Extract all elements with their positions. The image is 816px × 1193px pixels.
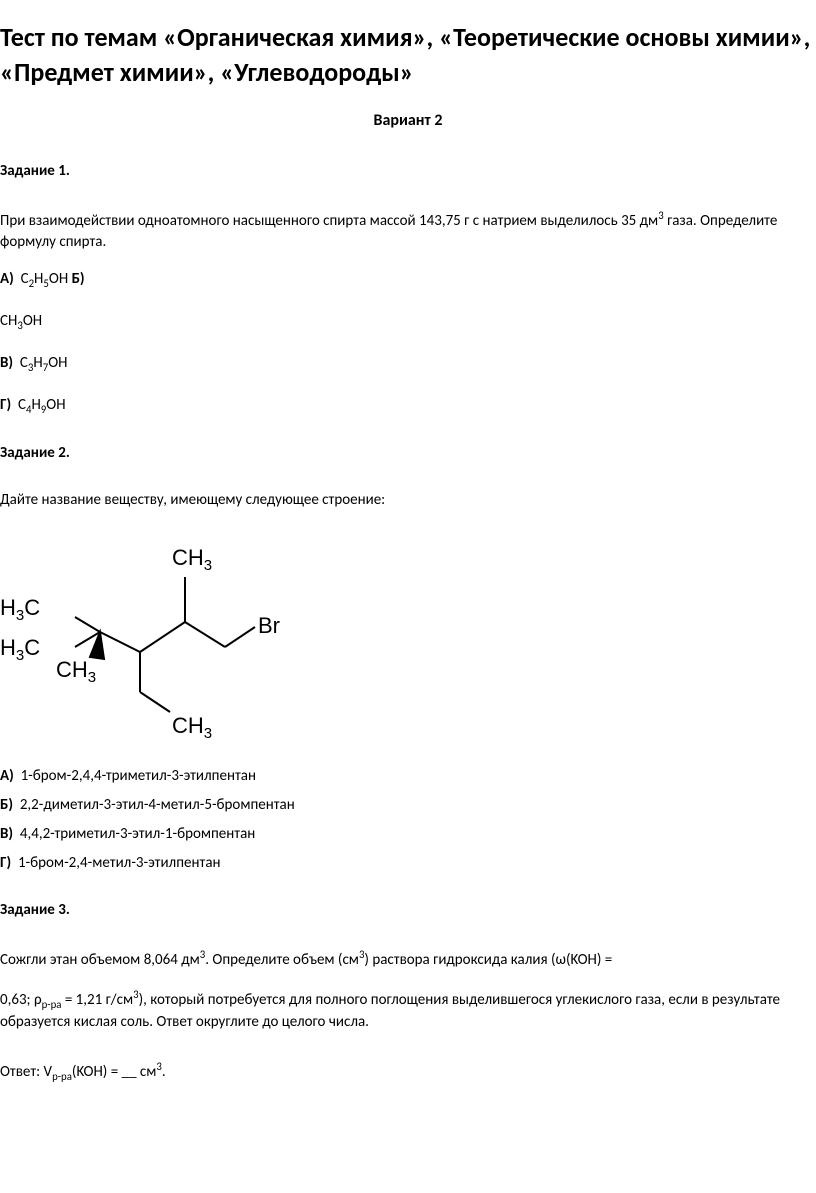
task1-optB-label: Б) — [72, 270, 85, 288]
task1-option-v-row: В) С3Н7ОН — [0, 353, 816, 375]
task1-optB-pre: СН — [0, 312, 17, 330]
task2-structure-diagram: CH3 H3C H3C CH3 Br CH3 — [0, 527, 816, 754]
task1-optV-pre: С — [20, 354, 28, 372]
svg-text:CH3: CH3 — [56, 657, 96, 686]
task1-optG-end: ОН — [46, 396, 65, 414]
task2-option-a: А) 1-бром-2,4,4-триметил-3-этилпентан — [0, 766, 816, 787]
svg-text:H3C: H3C — [0, 635, 40, 664]
task2-option-g: Г) 1-бром-2,4-метил-3-этилпентан — [0, 853, 816, 874]
task1-option-b-row: СН3ОН — [0, 311, 816, 333]
task2-optV-label: В) — [0, 825, 13, 843]
svg-text:CH3: CH3 — [172, 713, 212, 742]
task3-ans-sub: р-ра — [52, 1070, 72, 1083]
task2-option-v: В) 4,4,2-триметил-3-этил-1-бромпентан — [0, 824, 816, 845]
task1-optA-pre: С — [21, 270, 29, 288]
task2-optG-label: Г) — [0, 854, 11, 872]
task1-option-g-row: Г) С4Н9ОН — [0, 395, 816, 417]
task3-ans-a: Ответ: V — [0, 1063, 52, 1081]
task1-option-a-row: А) С2Н5ОН Б) — [0, 269, 816, 291]
task3-ans-b: (KOH) = __ см — [72, 1063, 157, 1081]
task1-optA-mid: Н — [34, 270, 43, 288]
task2-optB-text: 2,2-диметил-3-этил-4-метил-5-бромпентан — [20, 796, 295, 814]
task3-p1b: . Определите объем (см — [205, 951, 359, 969]
task2-optG-text: 1-бром-2,4-метил-3-этилпентан — [18, 854, 221, 872]
task3-p1a: Сожгли этан объемом 8,064 дм — [0, 951, 200, 969]
task1-optG-label: Г) — [0, 396, 11, 414]
task1-optA-label: А) — [0, 270, 14, 288]
task3-ans-c: . — [162, 1063, 166, 1081]
task3-para1: Сожгли этан объемом 8,064 дм3. Определит… — [0, 947, 816, 971]
task1-optV-mid: Н — [33, 354, 42, 372]
task3-para2: 0,63; ρр-ра = 1,21 г/см3), который потре… — [0, 987, 816, 1033]
task2-text: Дайте название веществу, имеющему следую… — [0, 490, 816, 511]
task3-p2sub1: р-ра — [42, 998, 62, 1011]
task2-optA-text: 1-бром-2,4,4-триметил-3-этилпентан — [21, 767, 256, 785]
task1-optG-pre: С — [18, 396, 26, 414]
task3-heading: Задание 3. — [0, 900, 816, 921]
task2-optA-label: А) — [0, 767, 14, 785]
task3-p2a: 0,63; ρ — [0, 991, 42, 1009]
svg-text:CH3: CH3 — [172, 545, 212, 574]
task3-p2b: = 1,21 г/см — [61, 991, 133, 1009]
task3-answer: Ответ: Vр-ра(KOH) = __ см3. — [0, 1059, 816, 1084]
page-title: Тест по темам «Органическая химия», «Тео… — [0, 20, 816, 90]
task1-optA-end: ОН — [49, 270, 72, 288]
task1-optV-end: ОН — [48, 354, 67, 372]
task1-text-before: При взаимодействии одноатомного насыщенн… — [0, 212, 658, 230]
task1-text: При взаимодействии одноатомного насыщенн… — [0, 208, 816, 253]
task1-optG-mid: Н — [31, 396, 40, 414]
task3-p1c: ) раствора гидроксида калия (ω(KOH) = — [364, 951, 612, 969]
task1-optV-label: В) — [0, 354, 13, 372]
svg-text:Br: Br — [258, 613, 280, 638]
task2-optV-text: 4,4,2-триметил-3-этил-1-бромпентан — [20, 825, 255, 843]
task2-optB-label: Б) — [0, 796, 13, 814]
task1-heading: Задание 1. — [0, 161, 816, 182]
task2-option-b: Б) 2,2-диметил-3-этил-4-метил-5-бромпент… — [0, 795, 816, 816]
task2-heading: Задание 2. — [0, 443, 816, 464]
svg-text:H3C: H3C — [0, 595, 40, 624]
variant-label: Вариант 2 — [0, 110, 816, 132]
task1-optB-end: ОН — [23, 312, 42, 330]
